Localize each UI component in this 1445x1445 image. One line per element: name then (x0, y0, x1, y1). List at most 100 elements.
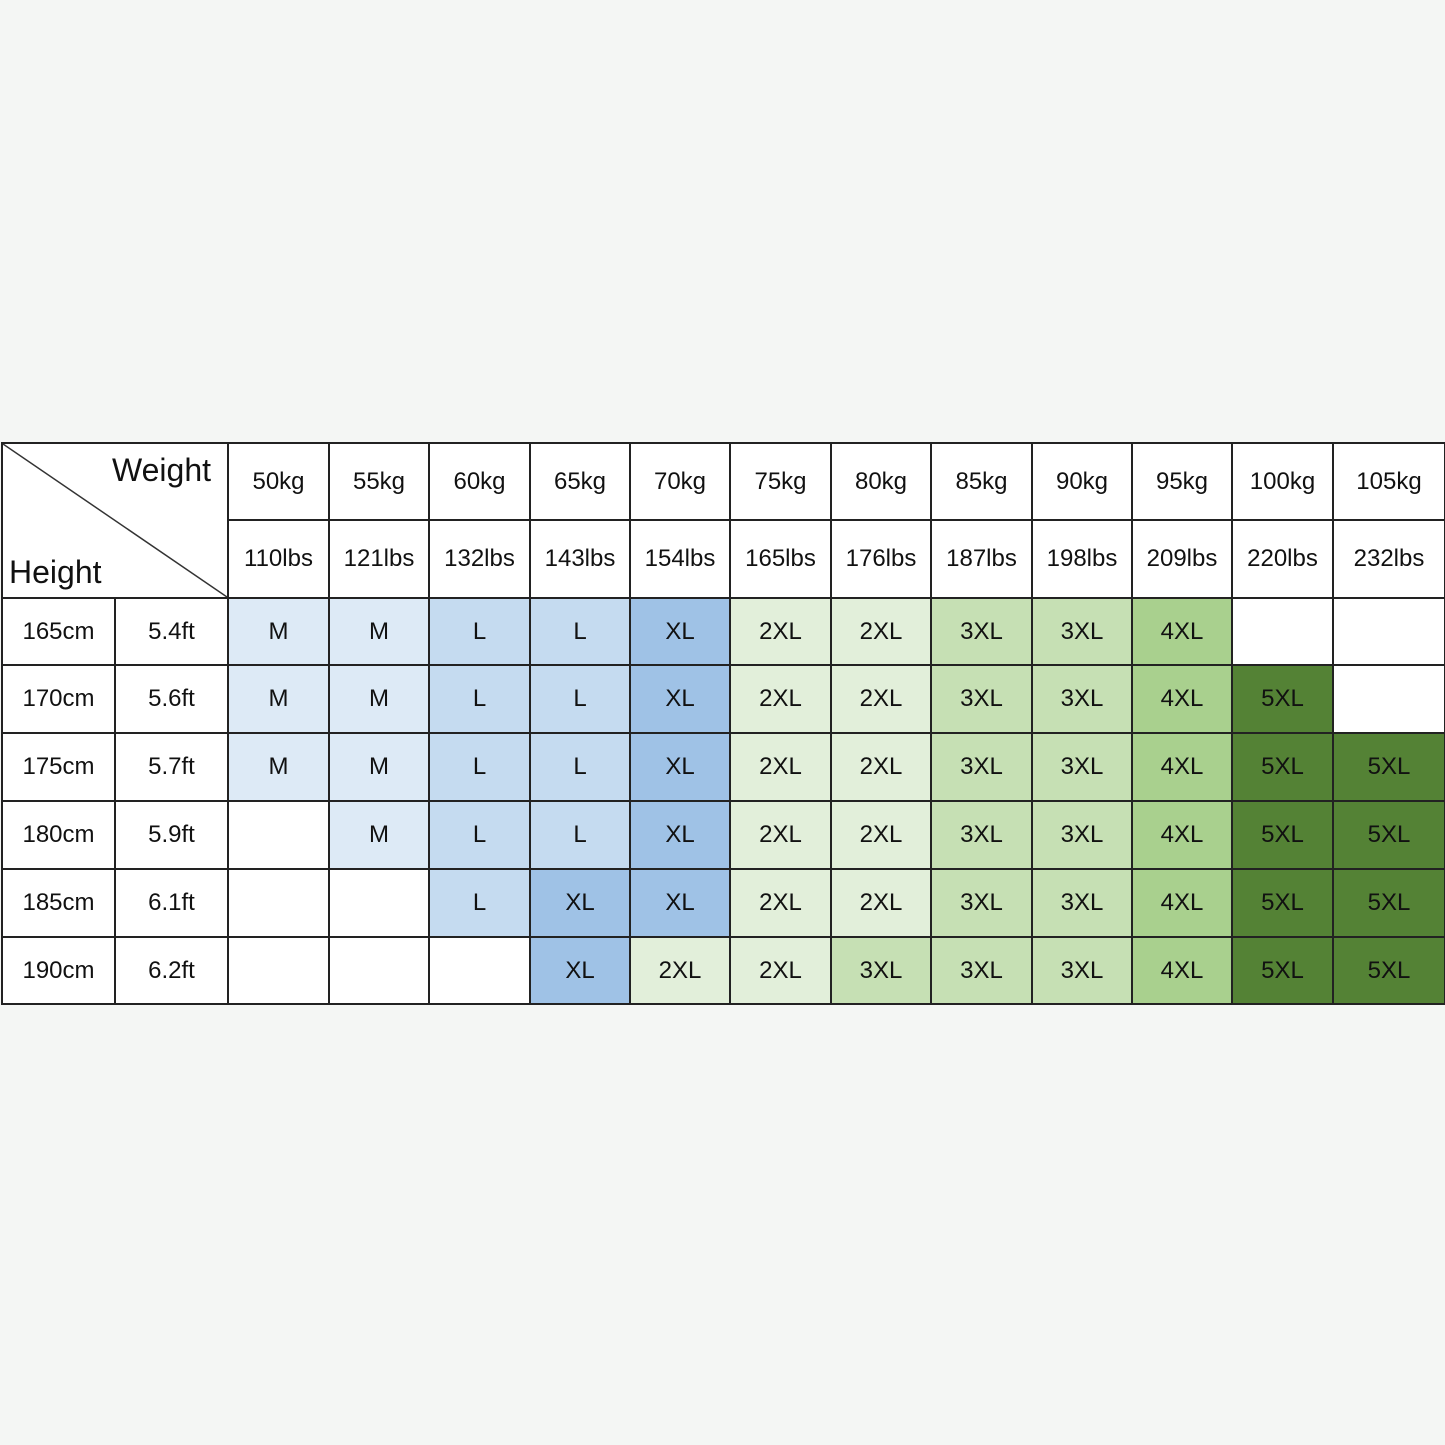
size-cell: 2XL (832, 734, 932, 802)
weight-lbs-header: 143lbs (531, 521, 631, 599)
weight-lbs-header: 165lbs (731, 521, 832, 599)
size-cell: 3XL (1033, 938, 1133, 1005)
weight-kg-header: 80kg (832, 444, 932, 521)
size-cell: 3XL (932, 734, 1033, 802)
size-cell: L (531, 599, 631, 666)
size-cell: 3XL (1033, 599, 1133, 666)
size-cell: XL (631, 870, 731, 938)
weight-kg-header: 50kg (229, 444, 330, 521)
size-cell: 2XL (731, 938, 832, 1005)
weight-kg-header: 55kg (330, 444, 430, 521)
size-cell: 4XL (1133, 734, 1233, 802)
empty-cell (229, 938, 330, 1005)
size-cell: L (430, 734, 531, 802)
size-cell: M (330, 802, 430, 870)
weight-lbs-header: 220lbs (1233, 521, 1334, 599)
corner-header: Weight Height (3, 444, 229, 599)
size-cell: M (229, 666, 330, 734)
size-cell: 4XL (1133, 802, 1233, 870)
size-cell: 3XL (832, 938, 932, 1005)
size-cell: 3XL (932, 938, 1033, 1005)
weight-kg-header: 60kg (430, 444, 531, 521)
size-cell: 5XL (1233, 666, 1334, 734)
height-label: Height (9, 554, 102, 590)
empty-cell (330, 938, 430, 1005)
size-cell: 4XL (1133, 666, 1233, 734)
diagonal-divider (3, 444, 227, 597)
size-cell: 3XL (932, 802, 1033, 870)
size-cell: M (330, 599, 430, 666)
weight-lbs-header: 132lbs (430, 521, 531, 599)
size-cell: XL (631, 666, 731, 734)
size-cell: 2XL (731, 734, 832, 802)
weight-lbs-header: 110lbs (229, 521, 330, 599)
size-cell: 4XL (1133, 938, 1233, 1005)
height-cm: 190cm (3, 938, 116, 1005)
size-cell: 2XL (731, 666, 832, 734)
empty-cell (1334, 666, 1445, 734)
weight-kg-header: 75kg (731, 444, 832, 521)
size-cell: XL (631, 734, 731, 802)
size-cell: 5XL (1334, 802, 1445, 870)
size-cell: L (430, 870, 531, 938)
size-cell: 3XL (1033, 734, 1133, 802)
size-cell: 4XL (1133, 599, 1233, 666)
weight-kg-header: 90kg (1033, 444, 1133, 521)
weight-lbs-header: 121lbs (330, 521, 430, 599)
size-cell: XL (631, 802, 731, 870)
size-cell: L (531, 802, 631, 870)
size-cell: L (430, 666, 531, 734)
size-cell: 2XL (731, 802, 832, 870)
size-cell: 2XL (832, 870, 932, 938)
size-cell: L (531, 734, 631, 802)
height-ft: 6.1ft (116, 870, 229, 938)
size-cell: 2XL (731, 870, 832, 938)
empty-cell (1233, 599, 1334, 666)
size-cell: M (330, 666, 430, 734)
size-cell: XL (531, 938, 631, 1005)
size-cell: 3XL (932, 666, 1033, 734)
size-cell: M (330, 734, 430, 802)
size-cell: 2XL (631, 938, 731, 1005)
size-cell: 3XL (1033, 802, 1133, 870)
size-cell: 3XL (932, 870, 1033, 938)
empty-cell (1334, 599, 1445, 666)
size-cell: 3XL (932, 599, 1033, 666)
size-cell: M (229, 599, 330, 666)
height-cm: 170cm (3, 666, 116, 734)
size-cell: 5XL (1233, 938, 1334, 1005)
height-cm: 175cm (3, 734, 116, 802)
size-cell: 2XL (832, 802, 932, 870)
empty-cell (229, 870, 330, 938)
weight-kg-header: 105kg (1334, 444, 1445, 521)
height-ft: 5.7ft (116, 734, 229, 802)
empty-cell (430, 938, 531, 1005)
weight-lbs-header: 232lbs (1334, 521, 1445, 599)
size-cell: XL (631, 599, 731, 666)
weight-kg-header: 70kg (631, 444, 731, 521)
size-cell: 5XL (1334, 938, 1445, 1005)
size-cell: 2XL (832, 599, 932, 666)
empty-cell (330, 870, 430, 938)
size-cell: 2XL (731, 599, 832, 666)
weight-kg-header: 100kg (1233, 444, 1334, 521)
size-cell: 5XL (1233, 734, 1334, 802)
weight-kg-header: 65kg (531, 444, 631, 521)
size-cell: M (229, 734, 330, 802)
weight-lbs-header: 176lbs (832, 521, 932, 599)
size-cell: L (430, 802, 531, 870)
size-cell: 5XL (1233, 802, 1334, 870)
height-ft: 5.9ft (116, 802, 229, 870)
height-cm: 185cm (3, 870, 116, 938)
size-cell: XL (531, 870, 631, 938)
weight-lbs-header: 209lbs (1133, 521, 1233, 599)
weight-kg-header: 95kg (1133, 444, 1233, 521)
weight-lbs-header: 154lbs (631, 521, 731, 599)
size-chart-table: Weight Height 50kg 55kg 60kg 65kg 70kg 75kg 80… (1, 442, 1445, 1005)
size-cell: L (430, 599, 531, 666)
weight-kg-header: 85kg (932, 444, 1033, 521)
size-cell: 5XL (1233, 870, 1334, 938)
height-ft: 5.4ft (116, 599, 229, 666)
weight-label: Weight (111, 452, 211, 488)
height-cm: 180cm (3, 802, 116, 870)
